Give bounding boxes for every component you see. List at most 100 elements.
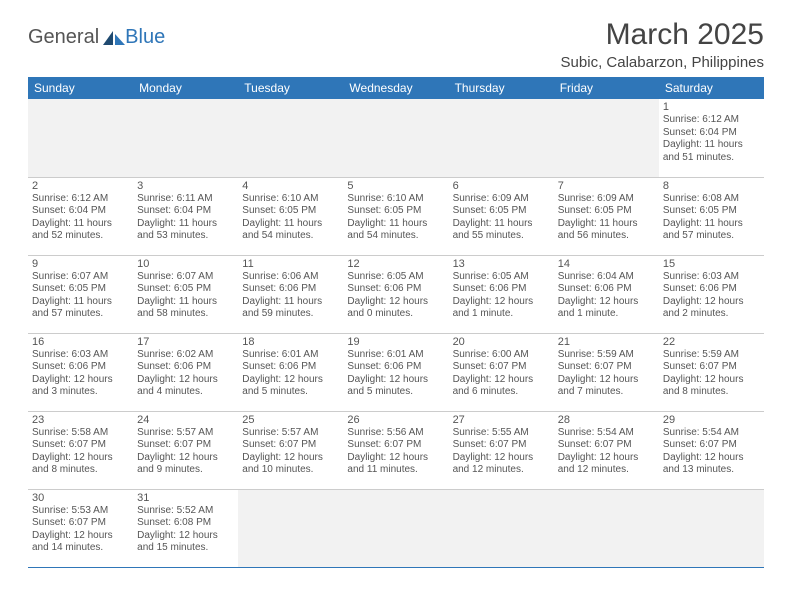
daylight-line: Daylight: 12 hours and 12 minutes.: [453, 452, 550, 477]
daylight-line: Daylight: 11 hours and 53 minutes.: [137, 218, 234, 243]
sunset-line: Sunset: 6:05 PM: [663, 205, 760, 218]
sunrise-line: Sunrise: 6:04 AM: [558, 271, 655, 284]
daylight-line: Daylight: 11 hours and 59 minutes.: [242, 296, 339, 321]
calendar-cell: [343, 99, 448, 177]
calendar-cell: 12Sunrise: 6:05 AMSunset: 6:06 PMDayligh…: [343, 255, 448, 333]
day-info: Sunrise: 5:53 AMSunset: 6:07 PMDaylight:…: [32, 505, 129, 555]
sunrise-line: Sunrise: 6:08 AM: [663, 193, 760, 206]
sunset-line: Sunset: 6:06 PM: [242, 283, 339, 296]
daylight-line: Daylight: 12 hours and 8 minutes.: [663, 374, 760, 399]
day-number: 4: [242, 180, 339, 192]
daylight-line: Daylight: 12 hours and 3 minutes.: [32, 374, 129, 399]
day-number: 8: [663, 180, 760, 192]
calendar-cell: 22Sunrise: 5:59 AMSunset: 6:07 PMDayligh…: [659, 333, 764, 411]
sunset-line: Sunset: 6:07 PM: [453, 439, 550, 452]
day-number: 7: [558, 180, 655, 192]
daylight-line: Daylight: 11 hours and 57 minutes.: [663, 218, 760, 243]
sunrise-line: Sunrise: 6:12 AM: [663, 114, 760, 127]
calendar-cell: 27Sunrise: 5:55 AMSunset: 6:07 PMDayligh…: [449, 411, 554, 489]
sunset-line: Sunset: 6:07 PM: [242, 439, 339, 452]
day-number: 15: [663, 258, 760, 270]
day-info: Sunrise: 6:02 AMSunset: 6:06 PMDaylight:…: [137, 349, 234, 399]
sunset-line: Sunset: 6:06 PM: [137, 361, 234, 374]
calendar-cell: 20Sunrise: 6:00 AMSunset: 6:07 PMDayligh…: [449, 333, 554, 411]
calendar-week-row: 30Sunrise: 5:53 AMSunset: 6:07 PMDayligh…: [28, 489, 764, 567]
calendar-week-row: 16Sunrise: 6:03 AMSunset: 6:06 PMDayligh…: [28, 333, 764, 411]
calendar-cell: 9Sunrise: 6:07 AMSunset: 6:05 PMDaylight…: [28, 255, 133, 333]
calendar-week-row: 23Sunrise: 5:58 AMSunset: 6:07 PMDayligh…: [28, 411, 764, 489]
day-info: Sunrise: 6:05 AMSunset: 6:06 PMDaylight:…: [453, 271, 550, 321]
daylight-line: Daylight: 11 hours and 55 minutes.: [453, 218, 550, 243]
day-info: Sunrise: 5:58 AMSunset: 6:07 PMDaylight:…: [32, 427, 129, 477]
day-number: 5: [347, 180, 444, 192]
day-info: Sunrise: 5:59 AMSunset: 6:07 PMDaylight:…: [663, 349, 760, 399]
day-info: Sunrise: 6:07 AMSunset: 6:05 PMDaylight:…: [32, 271, 129, 321]
day-info: Sunrise: 6:09 AMSunset: 6:05 PMDaylight:…: [453, 193, 550, 243]
sunrise-line: Sunrise: 6:09 AM: [558, 193, 655, 206]
calendar-cell: [449, 489, 554, 567]
calendar-cell: 8Sunrise: 6:08 AMSunset: 6:05 PMDaylight…: [659, 177, 764, 255]
sunrise-line: Sunrise: 5:59 AM: [663, 349, 760, 362]
daylight-line: Daylight: 12 hours and 0 minutes.: [347, 296, 444, 321]
weekday-header: Thursday: [449, 77, 554, 99]
sunrise-line: Sunrise: 6:10 AM: [242, 193, 339, 206]
sunrise-line: Sunrise: 6:03 AM: [32, 349, 129, 362]
calendar-cell: [343, 489, 448, 567]
sunset-line: Sunset: 6:07 PM: [453, 361, 550, 374]
day-info: Sunrise: 6:01 AMSunset: 6:06 PMDaylight:…: [242, 349, 339, 399]
day-number: 2: [32, 180, 129, 192]
calendar-body: 1Sunrise: 6:12 AMSunset: 6:04 PMDaylight…: [28, 99, 764, 567]
sunrise-line: Sunrise: 5:54 AM: [558, 427, 655, 440]
daylight-line: Daylight: 12 hours and 15 minutes.: [137, 530, 234, 555]
sunrise-line: Sunrise: 6:11 AM: [137, 193, 234, 206]
calendar-cell: 1Sunrise: 6:12 AMSunset: 6:04 PMDaylight…: [659, 99, 764, 177]
daylight-line: Daylight: 12 hours and 8 minutes.: [32, 452, 129, 477]
calendar-cell: 24Sunrise: 5:57 AMSunset: 6:07 PMDayligh…: [133, 411, 238, 489]
calendar-cell: 19Sunrise: 6:01 AMSunset: 6:06 PMDayligh…: [343, 333, 448, 411]
calendar-cell: 21Sunrise: 5:59 AMSunset: 6:07 PMDayligh…: [554, 333, 659, 411]
calendar-cell: 5Sunrise: 6:10 AMSunset: 6:05 PMDaylight…: [343, 177, 448, 255]
day-number: 31: [137, 492, 234, 504]
sunrise-line: Sunrise: 6:12 AM: [32, 193, 129, 206]
day-number: 22: [663, 336, 760, 348]
day-info: Sunrise: 6:01 AMSunset: 6:06 PMDaylight:…: [347, 349, 444, 399]
calendar-cell: [554, 489, 659, 567]
day-number: 13: [453, 258, 550, 270]
day-number: 20: [453, 336, 550, 348]
daylight-line: Daylight: 11 hours and 51 minutes.: [663, 139, 760, 164]
sunset-line: Sunset: 6:07 PM: [347, 439, 444, 452]
sunrise-line: Sunrise: 6:05 AM: [453, 271, 550, 284]
calendar-cell: 14Sunrise: 6:04 AMSunset: 6:06 PMDayligh…: [554, 255, 659, 333]
calendar-cell: 15Sunrise: 6:03 AMSunset: 6:06 PMDayligh…: [659, 255, 764, 333]
day-info: Sunrise: 6:10 AMSunset: 6:05 PMDaylight:…: [347, 193, 444, 243]
day-number: 24: [137, 414, 234, 426]
sunset-line: Sunset: 6:05 PM: [347, 205, 444, 218]
title-block: March 2025 Subic, Calabarzon, Philippine…: [561, 18, 764, 71]
calendar-cell: 10Sunrise: 6:07 AMSunset: 6:05 PMDayligh…: [133, 255, 238, 333]
daylight-line: Daylight: 12 hours and 11 minutes.: [347, 452, 444, 477]
sunrise-line: Sunrise: 6:02 AM: [137, 349, 234, 362]
daylight-line: Daylight: 12 hours and 7 minutes.: [558, 374, 655, 399]
day-info: Sunrise: 6:09 AMSunset: 6:05 PMDaylight:…: [558, 193, 655, 243]
calendar-cell: 13Sunrise: 6:05 AMSunset: 6:06 PMDayligh…: [449, 255, 554, 333]
weekday-header: Sunday: [28, 77, 133, 99]
sunrise-line: Sunrise: 5:54 AM: [663, 427, 760, 440]
calendar-week-row: 1Sunrise: 6:12 AMSunset: 6:04 PMDaylight…: [28, 99, 764, 177]
sunset-line: Sunset: 6:07 PM: [558, 439, 655, 452]
day-info: Sunrise: 5:54 AMSunset: 6:07 PMDaylight:…: [663, 427, 760, 477]
sunset-line: Sunset: 6:07 PM: [32, 517, 129, 530]
sunset-line: Sunset: 6:06 PM: [453, 283, 550, 296]
day-number: 27: [453, 414, 550, 426]
sunrise-line: Sunrise: 5:52 AM: [137, 505, 234, 518]
location: Subic, Calabarzon, Philippines: [561, 54, 764, 71]
sunset-line: Sunset: 6:05 PM: [137, 283, 234, 296]
day-number: 26: [347, 414, 444, 426]
daylight-line: Daylight: 12 hours and 5 minutes.: [242, 374, 339, 399]
calendar-cell: [238, 99, 343, 177]
sunset-line: Sunset: 6:07 PM: [32, 439, 129, 452]
calendar-cell: [449, 99, 554, 177]
sunset-line: Sunset: 6:04 PM: [32, 205, 129, 218]
sunset-line: Sunset: 6:04 PM: [137, 205, 234, 218]
logo-text-1: General: [28, 26, 99, 49]
daylight-line: Daylight: 12 hours and 10 minutes.: [242, 452, 339, 477]
